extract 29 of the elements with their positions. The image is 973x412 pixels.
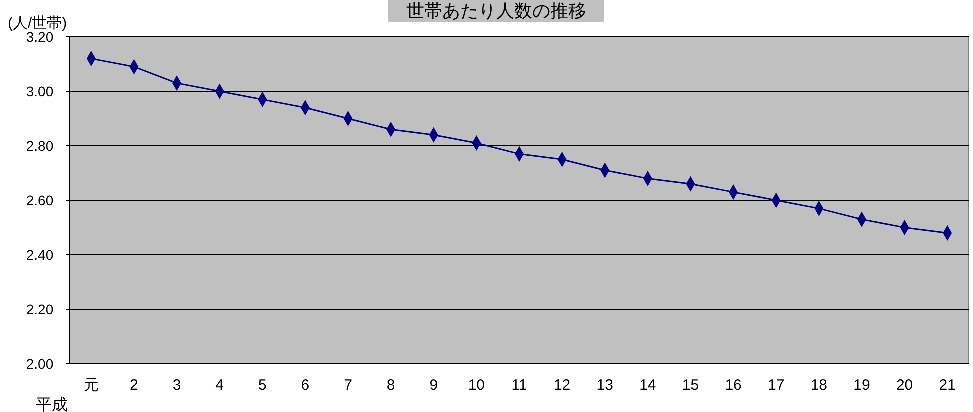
- y-tick-label: 2.80: [26, 138, 54, 154]
- y-tick-label: 3.00: [26, 83, 54, 100]
- x-tick-label: 5: [258, 377, 267, 394]
- x-tick-label: 元: [84, 377, 99, 394]
- x-tick-label: 13: [596, 377, 614, 394]
- x-tick-label: 18: [810, 377, 828, 394]
- x-tick-label: 17: [768, 377, 785, 394]
- x-tick-label: 7: [344, 377, 352, 394]
- x-tick-label: 10: [468, 377, 486, 394]
- y-tick-label: 2.20: [26, 301, 54, 318]
- x-tick-label: 15: [682, 377, 700, 394]
- x-tick-label: 16: [725, 377, 742, 394]
- x-tick-label: 11: [512, 377, 528, 394]
- x-tick-label: 2: [130, 377, 138, 394]
- x-tick-label: 3: [172, 377, 182, 394]
- y-tick-label: 2.60: [26, 192, 54, 208]
- x-tick-label: 21: [939, 377, 956, 394]
- x-tick-label: 20: [896, 377, 914, 394]
- y-tick-label: 2.00: [26, 356, 54, 372]
- x-tick-label: 19: [854, 377, 870, 394]
- y-tick-label: 2.40: [26, 246, 54, 263]
- x-tick-label: 6: [301, 377, 310, 394]
- x-tick-label: 4: [216, 377, 224, 394]
- x-tick-label: 9: [430, 377, 438, 394]
- x-tick-label: 14: [640, 377, 656, 394]
- x-tick-label: 12: [554, 377, 571, 394]
- chart-title: 世帯あたり人数の推移: [406, 1, 586, 21]
- x-axis-title: 平成: [36, 396, 68, 412]
- x-tick-label: 8: [386, 377, 396, 394]
